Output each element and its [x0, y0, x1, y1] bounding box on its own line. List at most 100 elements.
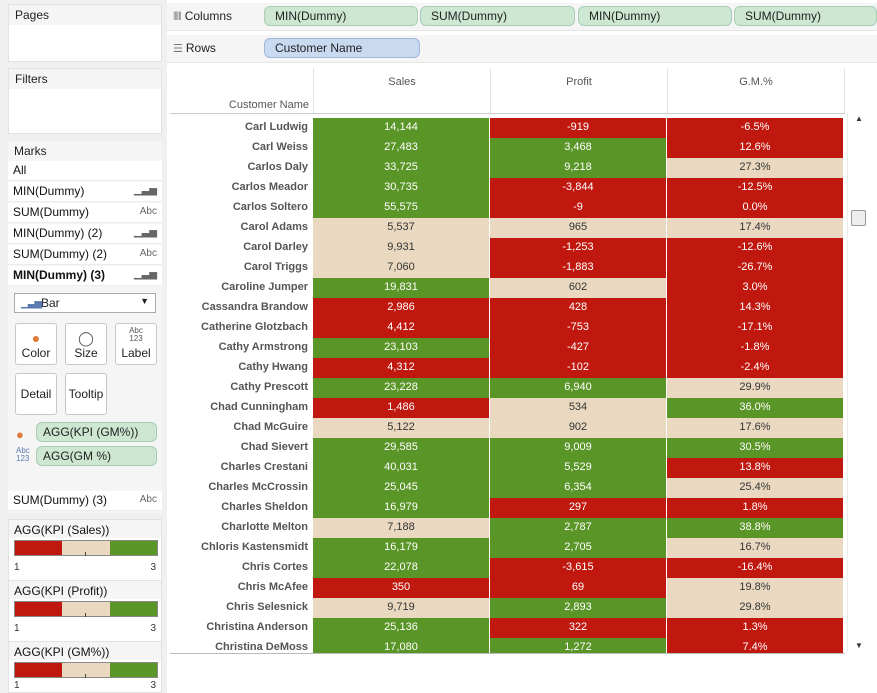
- profit-cell[interactable]: 2,893: [490, 598, 667, 618]
- table-row[interactable]: Charles Crestani 40,031 5,529 13.8%: [170, 458, 845, 478]
- sales-cell[interactable]: 4,412: [313, 318, 490, 338]
- gm-cell[interactable]: 29.9%: [667, 378, 844, 398]
- table-row[interactable]: Chloris Kastensmidt 16,179 2,705 16.7%: [170, 538, 845, 558]
- customer-name-cell[interactable]: Charles Crestani: [220, 461, 308, 473]
- profit-cell[interactable]: 602: [490, 278, 667, 298]
- legend-kpi-profit[interactable]: AGG(KPI (Profit)) 1 3: [8, 580, 162, 644]
- marks-tab-all[interactable]: All: [8, 161, 162, 181]
- table-row[interactable]: Carl Ludwig 14,144 -919 -6.5%: [170, 118, 845, 138]
- sales-cell[interactable]: 27,483: [313, 138, 490, 158]
- table-row[interactable]: Charles Sheldon 16,979 297 1.8%: [170, 498, 845, 518]
- gm-cell[interactable]: 29.8%: [667, 598, 844, 618]
- customer-name-cell[interactable]: Chad Sievert: [240, 441, 308, 453]
- marks-tab-min-dummy-2[interactable]: MIN(Dummy) (2) ▁▃▅: [8, 224, 162, 244]
- sales-cell[interactable]: 25,136: [313, 618, 490, 638]
- label-button[interactable]: Abc 123 Label: [115, 323, 157, 365]
- table-row[interactable]: Chad McGuire 5,122 902 17.6%: [170, 418, 845, 438]
- gm-cell[interactable]: 14.3%: [667, 298, 844, 318]
- customer-name-cell[interactable]: Charles Sheldon: [221, 501, 308, 513]
- customer-name-cell[interactable]: Carol Adams: [240, 221, 308, 233]
- profit-cell[interactable]: -427: [490, 338, 667, 358]
- customer-name-cell[interactable]: Chris McAfee: [237, 581, 308, 593]
- gm-cell[interactable]: 3.0%: [667, 278, 844, 298]
- customer-name-cell[interactable]: Chloris Kastensmidt: [201, 541, 308, 553]
- rows-pill-customer-name[interactable]: Customer Name: [264, 38, 420, 58]
- sales-cell[interactable]: 5,122: [313, 418, 490, 438]
- customer-name-cell[interactable]: Cathy Hwang: [238, 361, 308, 373]
- customer-name-cell[interactable]: Chris Selesnick: [226, 601, 308, 613]
- rows-shelf[interactable]: ☰ Rows Customer Name: [167, 35, 877, 63]
- gm-cell[interactable]: -1.8%: [667, 338, 844, 358]
- customer-name-cell[interactable]: Carl Ludwig: [245, 121, 308, 133]
- sales-cell[interactable]: 17,080: [313, 638, 490, 654]
- table-row[interactable]: Carol Triggs 7,060 -1,883 -26.7%: [170, 258, 845, 278]
- profit-cell[interactable]: -3,844: [490, 178, 667, 198]
- profit-cell[interactable]: -753: [490, 318, 667, 338]
- columns-pill-3[interactable]: MIN(Dummy): [578, 6, 732, 26]
- profit-cell[interactable]: 902: [490, 418, 667, 438]
- profit-cell[interactable]: -3,615: [490, 558, 667, 578]
- customer-name-cell[interactable]: Carol Darley: [243, 241, 308, 253]
- profit-cell[interactable]: 428: [490, 298, 667, 318]
- scroll-up-icon[interactable]: ▲: [855, 114, 863, 123]
- table-row[interactable]: Cathy Prescott 23,228 6,940 29.9%: [170, 378, 845, 398]
- sales-cell[interactable]: 23,228: [313, 378, 490, 398]
- gm-cell[interactable]: 38.8%: [667, 518, 844, 538]
- sales-cell[interactable]: 9,719: [313, 598, 490, 618]
- size-button[interactable]: ◯ Size: [65, 323, 107, 365]
- columns-pill-4[interactable]: SUM(Dummy): [734, 6, 877, 26]
- profit-cell[interactable]: -1,253: [490, 238, 667, 258]
- table-row[interactable]: Caroline Jumper 19,831 602 3.0%: [170, 278, 845, 298]
- customer-name-cell[interactable]: Caroline Jumper: [221, 281, 308, 293]
- profit-cell[interactable]: 6,354: [490, 478, 667, 498]
- gm-cell[interactable]: 30.5%: [667, 438, 844, 458]
- color-kpi-pill[interactable]: AGG(KPI (GM%)): [36, 422, 157, 442]
- sales-cell[interactable]: 30,735: [313, 178, 490, 198]
- sales-cell[interactable]: 14,144: [313, 118, 490, 138]
- profit-cell[interactable]: -919: [490, 118, 667, 138]
- marks-tab-min-dummy[interactable]: MIN(Dummy) ▁▃▅: [8, 182, 162, 202]
- table-row[interactable]: Chris Selesnick 9,719 2,893 29.8%: [170, 598, 845, 618]
- marks-tab-min-dummy-3[interactable]: MIN(Dummy) (3) ▁▃▅: [8, 266, 162, 286]
- gm-cell[interactable]: 17.4%: [667, 218, 844, 238]
- gm-cell[interactable]: -12.6%: [667, 238, 844, 258]
- customer-name-cell[interactable]: Charlotte Melton: [221, 521, 308, 533]
- table-row[interactable]: Carlos Meador 30,735 -3,844 -12.5%: [170, 178, 845, 198]
- gm-cell[interactable]: 36.0%: [667, 398, 844, 418]
- sales-cell[interactable]: 4,312: [313, 358, 490, 378]
- profit-cell[interactable]: 9,009: [490, 438, 667, 458]
- sales-cell[interactable]: 19,831: [313, 278, 490, 298]
- sales-cell[interactable]: 23,103: [313, 338, 490, 358]
- customer-name-cell[interactable]: Chad Cunningham: [210, 401, 308, 413]
- customer-name-cell[interactable]: Carlos Daly: [247, 161, 308, 173]
- sales-cell[interactable]: 55,575: [313, 198, 490, 218]
- gm-cell[interactable]: -12.5%: [667, 178, 844, 198]
- sales-cell[interactable]: 16,979: [313, 498, 490, 518]
- profit-cell[interactable]: 5,529: [490, 458, 667, 478]
- label-gm-pill[interactable]: AGG(GM %): [36, 446, 157, 466]
- gm-cell[interactable]: 12.6%: [667, 138, 844, 158]
- table-row[interactable]: Charles McCrossin 25,045 6,354 25.4%: [170, 478, 845, 498]
- sales-cell[interactable]: 350: [313, 578, 490, 598]
- gm-cell[interactable]: -26.7%: [667, 258, 844, 278]
- gm-cell[interactable]: -16.4%: [667, 558, 844, 578]
- filters-card[interactable]: Filters: [8, 68, 162, 134]
- tooltip-button[interactable]: Tooltip: [65, 373, 107, 415]
- scroll-down-icon[interactable]: ▼: [855, 641, 863, 650]
- legend-kpi-gm[interactable]: AGG(KPI (GM%)) 1 3: [8, 641, 162, 693]
- table-row[interactable]: Chad Sievert 29,585 9,009 30.5%: [170, 438, 845, 458]
- gm-cell[interactable]: 16.7%: [667, 538, 844, 558]
- sales-cell[interactable]: 33,725: [313, 158, 490, 178]
- customer-name-cell[interactable]: Catherine Glotzbach: [201, 321, 308, 333]
- table-row[interactable]: Christina DeMoss 17,080 1,272 7.4%: [170, 638, 845, 654]
- customer-name-cell[interactable]: Chad McGuire: [233, 421, 308, 433]
- sales-cell[interactable]: 1,486: [313, 398, 490, 418]
- profit-cell[interactable]: 2,705: [490, 538, 667, 558]
- customer-name-cell[interactable]: Cassandra Brandow: [201, 301, 308, 313]
- profit-cell[interactable]: 3,468: [490, 138, 667, 158]
- gm-cell[interactable]: -2.4%: [667, 358, 844, 378]
- profit-cell[interactable]: 9,218: [490, 158, 667, 178]
- table-row[interactable]: Carol Adams 5,537 965 17.4%: [170, 218, 845, 238]
- table-row[interactable]: Carlos Soltero 55,575 -9 0.0%: [170, 198, 845, 218]
- profit-cell[interactable]: 534: [490, 398, 667, 418]
